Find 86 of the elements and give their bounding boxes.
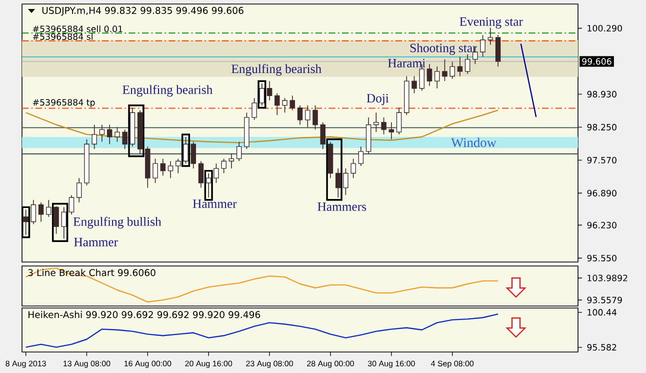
x-tick-label: 23 Aug 08:00 [246,360,294,368]
candlestick [99,124,105,142]
x-tick-label: 8 Aug 2013 [6,360,46,368]
y-tick-label: 103.9892 [588,274,628,282]
y-tick-label: 98.250 [587,124,616,130]
candlestick [305,104,310,128]
candlestick [68,194,74,215]
candlestick [374,112,379,132]
candlestick [38,202,44,222]
y-tick-label: 100.290 [588,24,622,32]
candlestick [320,122,326,150]
x-tick-label: 30 Aug 16:00 [368,360,415,368]
candlestick [266,80,272,101]
candlestick [274,92,280,116]
y-tick-label: 97.570 [587,156,616,164]
candlestick [252,98,257,120]
ref-line-label: #53965884 tp [32,99,95,108]
candlestick [426,64,432,86]
candlestick [54,206,59,234]
x-tick-label: 13 Aug 08:00 [64,360,110,368]
candlestick [168,160,174,178]
candlestick [381,117,386,135]
x-tick-label: 20 Aug 16:00 [185,360,232,368]
annotation: Doji [366,94,389,106]
candlestick [495,34,501,67]
candlestick [176,158,181,174]
candlestick [335,168,341,198]
annotation: Hammer [74,238,118,246]
candlestick [350,158,356,178]
annotation: Hammers [318,202,366,211]
candlestick [450,61,455,80]
y-tick-label: 96.230 [587,222,616,228]
candlestick [46,200,52,218]
y-tick-label: 95.582 [587,344,616,351]
annotation: Engulfing bearish [232,64,322,76]
x-tick-label: 16 Aug 00:00 [124,360,172,368]
y-tick-label: 96.890 [587,190,616,196]
candlestick [23,209,28,236]
candlestick [30,200,36,225]
candlestick [488,27,494,46]
y-tick-label: 93.5579 [587,296,622,304]
candlestick [214,163,219,184]
candlestick [76,178,82,203]
candlestick [388,122,394,140]
candlestick [396,107,402,135]
y-tick-label: 98.930 [587,90,616,98]
x-tick-label: 28 Aug 00:00 [307,360,354,368]
candlestick [114,126,120,142]
candlestick [190,141,196,169]
y-tick-label: 100.44 [588,309,617,316]
candlestick [442,58,448,82]
candlestick [236,141,242,162]
candlestick [457,56,463,77]
chart-title: Heiken-Ashi 99.920 99.692 99.692 99.920 99.496 [28,310,260,318]
candlestick [434,66,440,89]
candlestick [412,76,417,94]
annotation: Evening star [460,17,523,28]
ref-line-label: #53965884 sl [32,33,92,40]
candlestick [221,158,226,174]
annotation: Hammer [192,200,237,208]
ref-line-label: #53965884 sell 0.01 [32,25,122,32]
candlestick [312,104,318,130]
candlestick [282,98,288,114]
candlestick [358,146,364,166]
candlestick [61,206,67,240]
annotation: Harami [388,58,426,68]
candlestick [228,153,234,169]
annotation: Engulfing bullish [73,216,162,229]
candlestick [122,129,128,150]
candlestick [152,158,158,184]
candlestick [106,124,112,145]
annotation: Engulfing bearish [122,84,213,97]
candlestick [343,168,348,196]
ref-line-label: 99.606 [582,58,612,65]
x-tick-label: 4 Sep 08:00 [430,360,474,368]
candlestick [480,34,486,58]
candlestick [92,124,97,150]
y-tick-label: 95.550 [587,254,616,262]
candlestick [160,158,166,176]
band-label: Window [451,138,496,148]
candlestick [464,54,470,74]
candlestick [198,160,204,188]
candlestick [183,136,188,164]
chart-title: USDJPY.m,H4 99.832 99.835 99.496 99.606 [42,6,244,16]
candlestick [290,95,296,111]
candlestick [297,104,303,126]
